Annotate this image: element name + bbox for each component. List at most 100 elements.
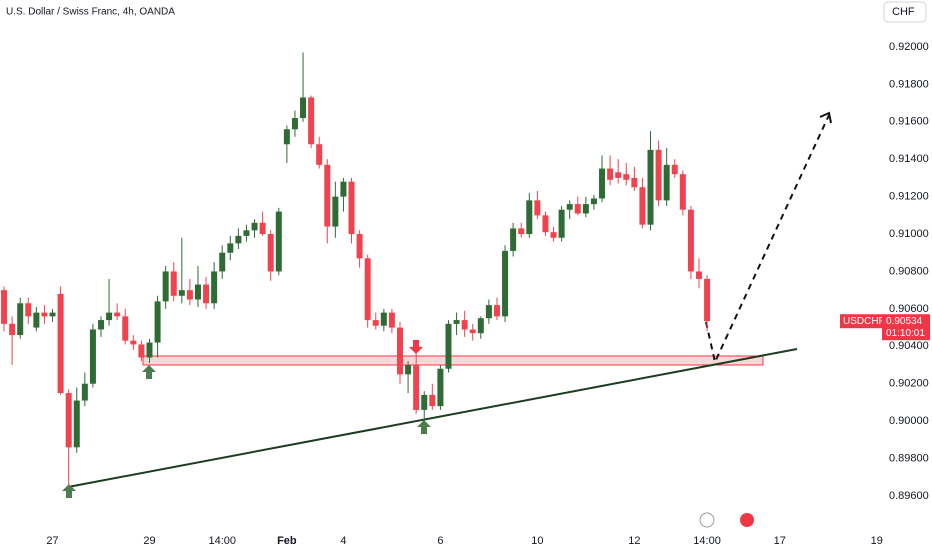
candle-body — [324, 164, 331, 227]
x-tick-label: 27 — [46, 535, 58, 547]
y-tick-label: 0.91800 — [889, 78, 929, 90]
up-arrow — [417, 420, 431, 434]
candle-body — [73, 400, 80, 448]
candle-body — [356, 234, 363, 259]
candle-body — [114, 312, 121, 317]
projection-path — [705, 114, 830, 366]
candle-body — [461, 320, 468, 330]
candle-body — [639, 187, 646, 225]
candle-body — [502, 250, 509, 317]
candle-body — [590, 198, 597, 205]
candle-body — [300, 97, 307, 119]
candle-body — [429, 394, 436, 407]
candle-body — [122, 316, 129, 341]
candle-body — [469, 329, 476, 334]
y-tick-label: 0.91200 — [889, 191, 929, 203]
last-price-label: 0.90534 — [886, 316, 923, 327]
candles — [1, 52, 711, 487]
candle-body — [267, 234, 274, 272]
countdown-label: 01:10:01 — [886, 328, 925, 339]
candle-body — [437, 368, 444, 407]
x-tick-label: 14:00 — [693, 535, 721, 547]
candle-body — [453, 320, 460, 324]
candle-body — [106, 312, 113, 321]
candle-body — [17, 303, 24, 336]
symbol-label: USDCHF — [843, 316, 885, 327]
trend-line — [67, 348, 798, 488]
y-tick-label: 0.90600 — [889, 303, 929, 315]
x-tick-label: 4 — [340, 535, 346, 547]
candle-body — [130, 340, 137, 345]
candle-body — [340, 181, 347, 197]
candle-body — [574, 204, 581, 214]
y-tick-label: 0.91400 — [889, 153, 929, 165]
candle-body — [607, 168, 614, 180]
candle-body — [477, 318, 484, 334]
candle-body — [493, 305, 500, 317]
y-tick-label: 0.91600 — [889, 116, 929, 128]
candle-body — [146, 342, 153, 358]
candle-body — [332, 196, 339, 227]
event-icon[interactable] — [699, 512, 715, 528]
candle-body — [259, 222, 266, 235]
candle-body — [526, 200, 533, 235]
candle-body — [203, 284, 210, 304]
currency-button[interactable]: CHF — [883, 1, 927, 23]
flag-icon[interactable] — [740, 513, 754, 527]
candle-body — [631, 177, 638, 188]
candle-body — [227, 243, 234, 253]
candle-body — [364, 258, 371, 321]
button-frame[interactable] — [883, 1, 927, 23]
candle-body — [308, 97, 315, 145]
candle-body — [615, 172, 622, 178]
x-tick-label: 19 — [871, 535, 883, 547]
candle-body — [421, 394, 428, 410]
candle-body — [542, 215, 549, 233]
candle-body — [186, 290, 193, 300]
candle-body — [9, 323, 16, 336]
candle-body — [57, 293, 64, 394]
candle-body — [283, 129, 290, 145]
last-price-badge — [882, 314, 930, 341]
candle-body — [695, 271, 702, 279]
candle-body — [566, 204, 573, 210]
candle-body — [291, 118, 298, 130]
chart-title: U.S. Dollar / Swiss Franc, 4h, OANDA — [6, 7, 175, 18]
candle-body — [235, 235, 242, 244]
candle-body — [219, 252, 226, 272]
candle-body — [251, 222, 258, 231]
candle-body — [65, 393, 72, 448]
candle-body — [558, 209, 565, 238]
x-tick-label: 29 — [143, 535, 155, 547]
candle-body — [485, 305, 492, 319]
symbol-badge — [840, 314, 882, 329]
price-badge: USDCHF 0.90534 01:10:01 — [840, 314, 930, 341]
x-tick-label: 6 — [437, 535, 443, 547]
x-tick-label: 14:00 — [208, 535, 236, 547]
candle-body — [510, 228, 517, 251]
x-tick-label: Feb — [277, 535, 297, 547]
x-tick-label: 17 — [774, 535, 786, 547]
candle-body — [316, 144, 323, 165]
y-tick-label: 0.89800 — [889, 452, 929, 464]
candle-body — [138, 344, 145, 358]
candle-body — [405, 364, 412, 375]
candle-body — [243, 230, 250, 236]
candle-body — [655, 149, 662, 201]
candle-body — [162, 271, 169, 302]
up-arrow — [142, 365, 156, 379]
candle-body — [1, 290, 8, 324]
candle-body — [25, 303, 32, 317]
y-tick-label: 0.91000 — [889, 228, 929, 240]
y-tick-label: 0.90800 — [889, 265, 929, 277]
candle-body — [671, 164, 678, 175]
candle-body — [623, 174, 630, 180]
button-label[interactable]: CHF — [892, 6, 915, 18]
candle-body — [275, 211, 282, 272]
candle-body — [679, 174, 686, 210]
candle-body — [413, 364, 420, 410]
candle-body — [154, 301, 161, 343]
candle-body — [380, 312, 387, 326]
y-tick-label: 0.89600 — [889, 490, 929, 502]
